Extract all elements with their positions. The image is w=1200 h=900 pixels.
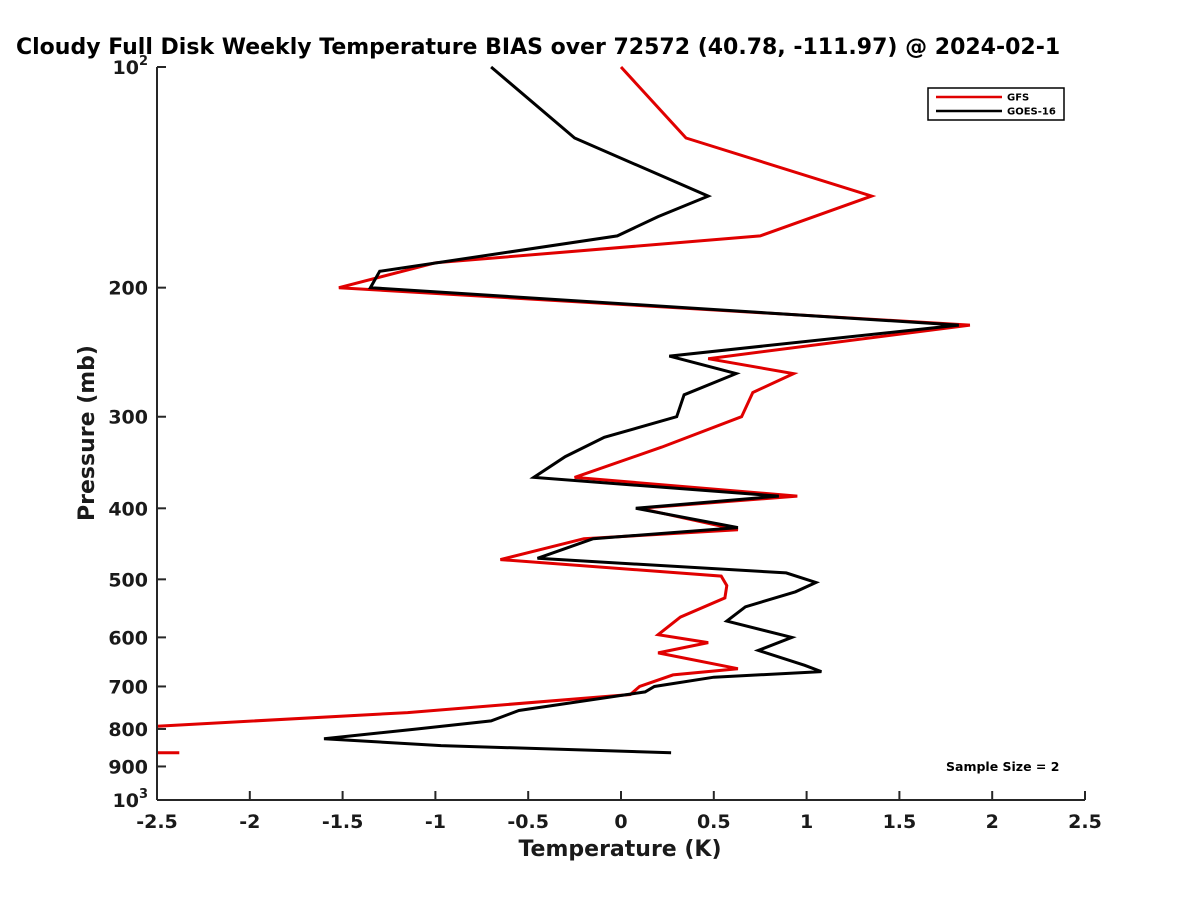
x-tick-label: 1.5: [883, 811, 917, 833]
y-tick-label: 900: [108, 756, 148, 778]
y-tick-label: 102: [113, 54, 149, 79]
x-tick-label: 1: [800, 811, 813, 833]
y-tick-label: 600: [108, 627, 148, 649]
y-tick-label: 500: [108, 569, 148, 591]
x-tick-label: -1.5: [322, 811, 364, 833]
legend-label-gfs: GFS: [1007, 93, 1029, 104]
plot-lines: [156, 65, 971, 755]
y-tick-label: 400: [108, 498, 148, 520]
x-tick-label: -1: [425, 811, 446, 833]
x-axis-label: Temperature (K): [518, 837, 721, 862]
y-tick-label: 103: [113, 787, 149, 812]
x-tick-label: -2.5: [136, 811, 178, 833]
series-line-gfs-0: [156, 65, 971, 728]
sample-size-annotation: Sample Size = 2: [946, 759, 1059, 774]
y-tick-label: 700: [108, 676, 148, 698]
x-tick-label: 0: [614, 811, 627, 833]
legend-label-goes-16: GOES-16: [1007, 107, 1056, 118]
y-tick-label: 200: [108, 278, 148, 300]
series-line-goes-16-2: [323, 65, 959, 755]
y-axis-label: Pressure (mb): [75, 345, 100, 521]
x-tick-label: 2: [986, 811, 999, 833]
axes: -2.5 -2 -1.5 -1 -0.5 0 0.5 1 1.5 2 2.5 102 200 300 400…: [108, 54, 1102, 833]
x-tick-label: -0.5: [507, 811, 549, 833]
legend-box: [927, 87, 1065, 121]
legend: GFS GOES-16: [927, 87, 1065, 121]
x-tick-label: -2: [239, 811, 260, 833]
chart-title: Cloudy Full Disk Weekly Temperature BIAS…: [16, 35, 1060, 60]
x-tick-label: 2.5: [1068, 811, 1102, 833]
x-tick-label: 0.5: [697, 811, 731, 833]
y-tick-label: 800: [108, 719, 148, 741]
y-tick-label: 300: [108, 407, 148, 429]
